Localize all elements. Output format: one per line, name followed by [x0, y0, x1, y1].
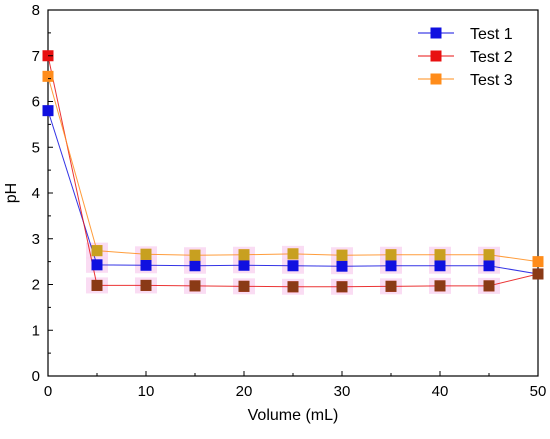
y-tick-label: 1 — [32, 322, 40, 339]
tick-layer: 0 10 20 30 40 50 0 1 2 3 4 5 6 7 8 — [32, 2, 547, 400]
y-axis-label: pH — [3, 183, 20, 203]
series-1-point — [336, 260, 348, 272]
series-1-point — [42, 105, 54, 117]
x-axis-label: Volume (mL) — [248, 407, 339, 424]
series-1-point — [287, 260, 299, 272]
overlap-point — [287, 281, 299, 293]
y-tick-label: 6 — [32, 94, 40, 111]
series-3-point — [42, 70, 54, 82]
legend-label: Test 2 — [470, 49, 513, 66]
overlap-point — [140, 248, 152, 260]
overlap-point — [434, 280, 446, 292]
overlap-point — [434, 249, 446, 261]
y-tick-label: 8 — [32, 2, 40, 19]
series-1-point — [483, 260, 495, 272]
overlap-point — [238, 280, 250, 292]
series-1-point — [238, 259, 250, 271]
series-1-point — [385, 260, 397, 272]
series-3-line — [47, 76, 539, 263]
x-tick-label: 50 — [530, 383, 547, 400]
overlap-point — [483, 249, 495, 261]
legend-label: Test 1 — [470, 26, 513, 43]
x-tick-label: 20 — [236, 383, 253, 400]
overlap-point — [336, 281, 348, 293]
plot-area-frame — [47, 9, 539, 377]
y-tick-label: 0 — [32, 368, 40, 385]
overlap-point — [336, 249, 348, 261]
y-tick-label: 3 — [32, 231, 40, 248]
y-tick-label: 7 — [32, 48, 40, 65]
x-tick-label: 10 — [138, 383, 155, 400]
overlap-point — [140, 279, 152, 291]
series-1-point — [189, 260, 201, 272]
overlap-point — [532, 268, 544, 280]
legend-marker — [430, 27, 442, 39]
overlap-point — [385, 280, 397, 292]
series-1-point — [434, 260, 446, 272]
legend: Test 1 Test 2 Test 3 — [418, 26, 513, 89]
overlap-point — [189, 280, 201, 292]
overlap-point — [385, 249, 397, 261]
legend-label: Test 3 — [470, 72, 513, 89]
series-3-point — [532, 256, 544, 268]
x-tick-label: 40 — [432, 383, 449, 400]
y-tick-label: 2 — [32, 277, 40, 294]
overlap-point — [287, 248, 299, 260]
overlap-point — [238, 249, 250, 261]
overlap-point — [91, 245, 103, 257]
legend-marker — [430, 73, 442, 85]
series-layer — [42, 50, 544, 295]
series-1-point — [140, 259, 152, 271]
y-tick-label: 4 — [32, 185, 40, 202]
legend-marker — [430, 50, 442, 62]
series-1-point — [91, 259, 103, 271]
x-tick-label: 0 — [44, 383, 52, 400]
overlap-point — [189, 249, 201, 261]
overlap-point — [91, 279, 103, 291]
overlap-point — [483, 280, 495, 292]
x-tick-label: 30 — [334, 383, 351, 400]
y-tick-label: 5 — [32, 139, 40, 156]
